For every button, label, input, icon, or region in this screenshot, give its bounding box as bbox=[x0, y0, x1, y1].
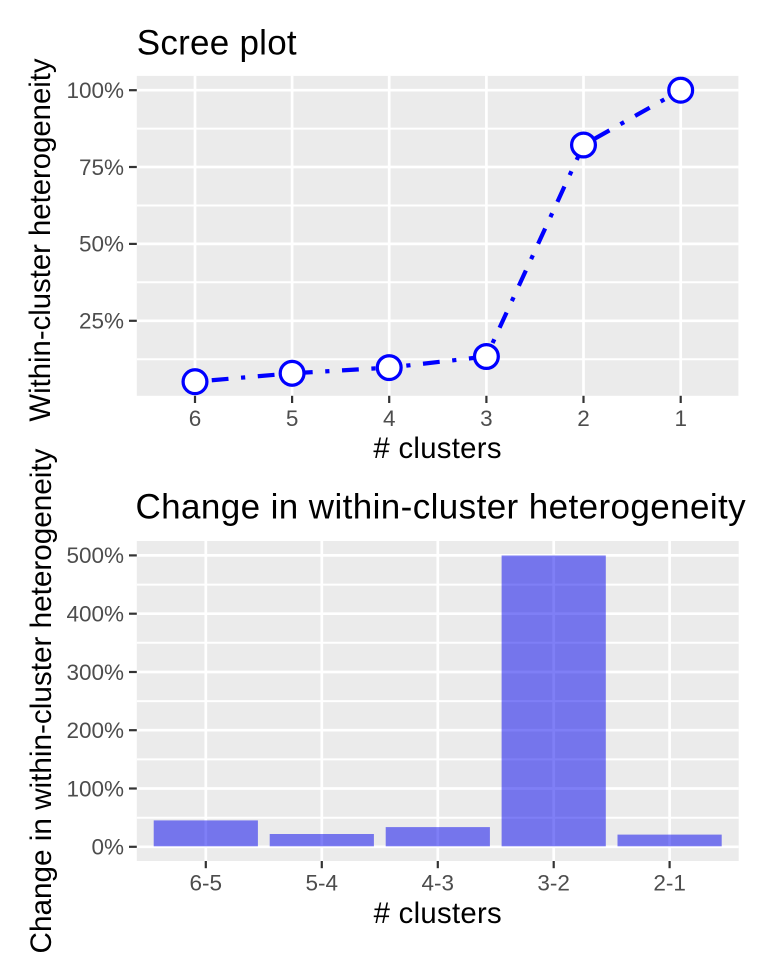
svg-text:6: 6 bbox=[189, 406, 202, 431]
svg-text:Within-cluster heterogeneity: Within-cluster heterogeneity bbox=[24, 58, 57, 421]
svg-text:4: 4 bbox=[383, 406, 396, 431]
svg-text:6-5: 6-5 bbox=[190, 870, 223, 895]
svg-text:0%: 0% bbox=[91, 835, 124, 860]
svg-text:2: 2 bbox=[577, 406, 590, 431]
svg-text:# clusters: # clusters bbox=[373, 432, 501, 465]
svg-text:25%: 25% bbox=[79, 309, 124, 334]
svg-text:400%: 400% bbox=[66, 602, 124, 627]
svg-text:50%: 50% bbox=[79, 232, 124, 257]
svg-text:Change in within-cluster heter: Change in within-cluster heterogeneity bbox=[136, 488, 747, 527]
svg-text:2-1: 2-1 bbox=[653, 870, 686, 895]
svg-text:75%: 75% bbox=[79, 155, 124, 180]
svg-text:# clusters: # clusters bbox=[374, 897, 502, 930]
svg-text:300%: 300% bbox=[66, 660, 124, 685]
svg-text:100%: 100% bbox=[66, 78, 124, 103]
svg-text:3-2: 3-2 bbox=[537, 870, 570, 895]
svg-text:1: 1 bbox=[674, 406, 687, 431]
svg-text:Scree plot: Scree plot bbox=[137, 24, 297, 63]
svg-text:3: 3 bbox=[480, 406, 493, 431]
svg-text:5: 5 bbox=[286, 406, 299, 431]
svg-text:500%: 500% bbox=[66, 543, 124, 568]
svg-text:200%: 200% bbox=[66, 718, 124, 743]
svg-text:4-3: 4-3 bbox=[422, 870, 455, 895]
svg-text:100%: 100% bbox=[66, 776, 124, 801]
svg-text:Change in within-cluster heter: Change in within-cluster heterogeneity bbox=[25, 448, 58, 953]
svg-text:5-4: 5-4 bbox=[306, 870, 339, 895]
